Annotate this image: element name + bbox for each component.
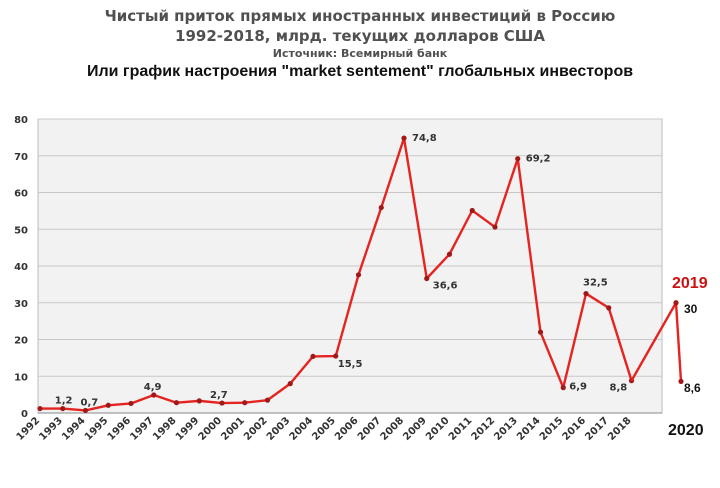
data-point: [606, 305, 612, 311]
x-tick-label: 2014: [515, 415, 542, 442]
x-tick-label: 2009: [401, 415, 428, 442]
data-point: [310, 353, 316, 360]
x-tick-label: 2016: [561, 415, 588, 442]
data-label: 1,2: [55, 396, 73, 407]
data-point: [355, 272, 362, 278]
chart-source: Источник: Всемирный банк: [272, 47, 448, 60]
x-tick-label: 1992: [15, 415, 42, 442]
data-label: 69,2: [526, 154, 551, 165]
x-tick-label: 2005: [310, 415, 337, 442]
data-point: [469, 207, 475, 214]
y-tick-label: 70: [14, 152, 28, 163]
data-point: [424, 275, 430, 282]
data-label: 4,9: [144, 382, 162, 393]
extension-value-label: 8,6: [684, 381, 701, 395]
data-point: [82, 407, 89, 414]
data-point: [105, 402, 111, 408]
data-point: [560, 385, 566, 391]
data-label: 36,6: [433, 280, 458, 291]
data-label: 0,7: [81, 397, 99, 408]
data-point: [173, 400, 180, 406]
extension-point: [678, 378, 684, 384]
x-tick-label: 2017: [583, 415, 610, 442]
x-tick-label: 1997: [128, 415, 155, 442]
x-tick-label: 1996: [106, 415, 133, 442]
y-tick-label: 10: [14, 372, 28, 383]
data-point: [219, 400, 225, 406]
chart-title-line1: Чистый приток прямых иностранных инвести…: [104, 7, 616, 25]
data-point: [196, 398, 202, 404]
x-tick-label: 2013: [492, 415, 519, 442]
x-tick-label: 2012: [470, 415, 497, 442]
x-tick-label: 1993: [37, 415, 64, 442]
extension-year-label: 2019: [672, 275, 708, 292]
x-tick-label: 1995: [83, 415, 110, 442]
y-tick-label: 50: [14, 225, 28, 236]
y-tick-label: 0: [21, 409, 28, 420]
x-tick-label: 2008: [379, 415, 406, 442]
x-tick-label: 2018: [606, 415, 633, 442]
x-tick-label: 2011: [447, 415, 474, 442]
data-label: 2,7: [210, 390, 228, 401]
data-point: [378, 204, 384, 211]
data-point: [128, 400, 134, 407]
x-tick-label: 2002: [242, 415, 269, 442]
x-tick-label: 2015: [538, 415, 565, 442]
extension-value-label: 30: [684, 302, 698, 316]
data-label: 8,8: [610, 383, 628, 394]
data-point: [401, 135, 407, 141]
data-point: [583, 290, 589, 297]
data-point: [446, 251, 453, 257]
data-label: 15,5: [338, 359, 363, 370]
data-point: [333, 353, 339, 359]
y-tick-label: 30: [14, 299, 28, 310]
data-point: [264, 397, 271, 403]
x-tick-label: 2001: [219, 415, 246, 442]
y-tick-label: 20: [14, 336, 28, 347]
data-point: [287, 381, 293, 387]
data-label: 32,5: [583, 278, 608, 289]
data-point: [515, 156, 521, 162]
extension-point: [673, 300, 679, 306]
data-point: [60, 405, 66, 412]
chart-title-line2: 1992-2018, млрд. текущих долларов США: [175, 27, 545, 45]
x-tick-label: 2004: [288, 415, 315, 442]
chart-header: Чистый приток прямых иностранных инвести…: [0, 6, 720, 82]
x-tick-label: 1994: [60, 415, 87, 442]
y-tick-label: 60: [14, 189, 28, 200]
data-point: [151, 392, 157, 398]
extension-year-label: 2020: [668, 422, 704, 439]
x-tick-label: 2003: [265, 415, 292, 442]
data-point: [242, 400, 248, 406]
x-tick-label: 2006: [333, 415, 360, 442]
x-tick-label: 2007: [356, 415, 383, 442]
x-tick-label: 1998: [151, 415, 178, 442]
data-label: 74,8: [412, 133, 437, 144]
x-tick-label: 1999: [174, 415, 201, 442]
chart-subtitle: Или график настроения "market sentement"…: [86, 63, 634, 80]
data-label: 6,9: [569, 382, 587, 393]
x-tick-label: 2010: [424, 415, 451, 442]
x-tick-label: 2000: [197, 415, 224, 442]
data-point: [537, 329, 544, 335]
y-tick-label: 40: [14, 262, 28, 273]
data-point: [37, 405, 43, 412]
y-tick-label: 80: [14, 115, 28, 126]
data-point: [492, 224, 498, 230]
